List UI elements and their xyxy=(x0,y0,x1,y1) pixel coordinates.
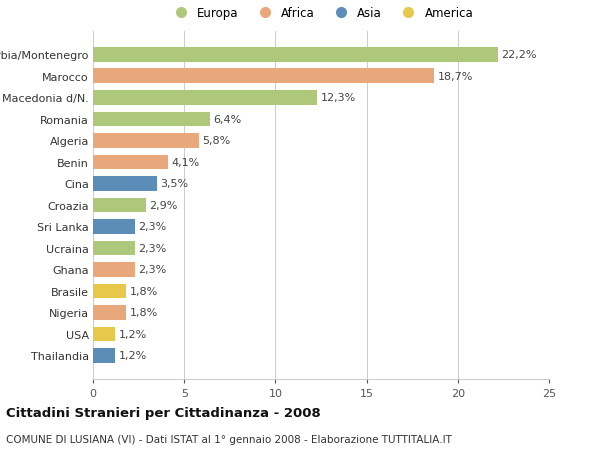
Bar xyxy=(93,134,199,148)
Text: 2,3%: 2,3% xyxy=(139,265,167,275)
Bar xyxy=(93,327,115,341)
Bar xyxy=(93,284,126,298)
Bar xyxy=(93,48,498,62)
Bar xyxy=(93,155,168,170)
Text: 1,2%: 1,2% xyxy=(119,329,147,339)
Legend: Europa, Africa, Asia, America: Europa, Africa, Asia, America xyxy=(166,5,476,23)
Text: 3,5%: 3,5% xyxy=(160,179,188,189)
Text: 2,3%: 2,3% xyxy=(139,243,167,253)
Text: COMUNE DI LUSIANA (VI) - Dati ISTAT al 1° gennaio 2008 - Elaborazione TUTTITALIA: COMUNE DI LUSIANA (VI) - Dati ISTAT al 1… xyxy=(6,434,452,444)
Text: 1,2%: 1,2% xyxy=(119,351,147,361)
Text: 5,8%: 5,8% xyxy=(202,136,230,146)
Bar xyxy=(93,198,146,213)
Bar xyxy=(93,305,126,320)
Text: Cittadini Stranieri per Cittadinanza - 2008: Cittadini Stranieri per Cittadinanza - 2… xyxy=(6,406,321,419)
Bar xyxy=(93,219,135,234)
Bar xyxy=(93,348,115,363)
Bar xyxy=(93,177,157,191)
Text: 2,3%: 2,3% xyxy=(139,222,167,232)
Bar xyxy=(93,263,135,277)
Text: 1,8%: 1,8% xyxy=(130,308,158,318)
Text: 1,8%: 1,8% xyxy=(130,286,158,296)
Text: 12,3%: 12,3% xyxy=(321,93,356,103)
Text: 22,2%: 22,2% xyxy=(502,50,537,60)
Text: 18,7%: 18,7% xyxy=(438,72,473,82)
Text: 2,9%: 2,9% xyxy=(149,201,178,210)
Bar xyxy=(93,69,434,84)
Text: 6,4%: 6,4% xyxy=(214,115,242,124)
Text: 4,1%: 4,1% xyxy=(172,157,200,168)
Bar xyxy=(93,112,210,127)
Bar xyxy=(93,91,317,106)
Bar xyxy=(93,241,135,256)
